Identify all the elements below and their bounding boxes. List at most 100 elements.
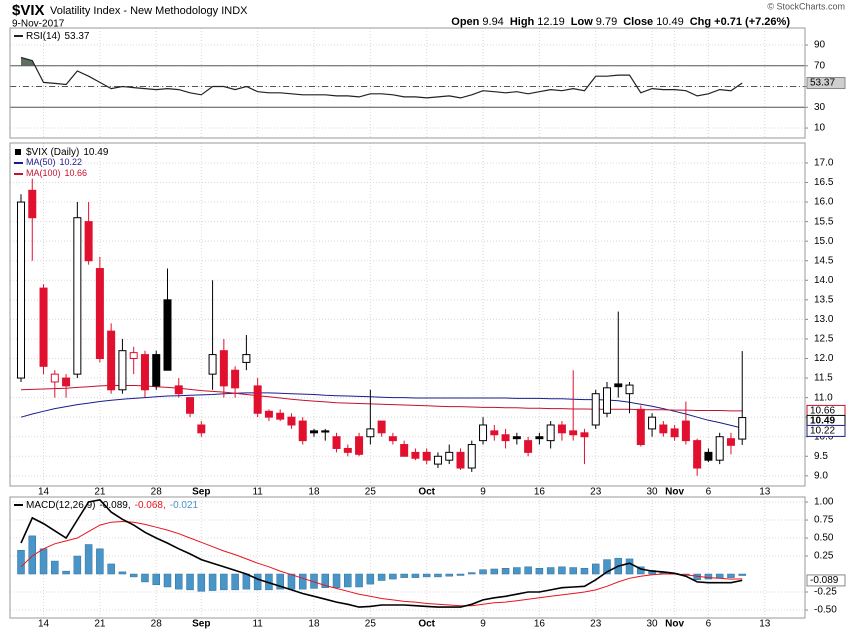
- legend-part: -0.068,: [135, 500, 166, 511]
- candle-body: [264, 410, 273, 418]
- histogram-bar: [490, 568, 499, 575]
- candle-body: [614, 383, 623, 388]
- histogram-bar: [738, 573, 746, 576]
- panel: [10, 143, 805, 486]
- y-tick-label: 0.25: [814, 551, 834, 562]
- value-tag: [806, 424, 846, 437]
- candle-body: [501, 434, 510, 442]
- histogram-bar: [400, 573, 408, 578]
- x-tick-label: 11: [252, 487, 263, 498]
- candle-body: [140, 354, 149, 391]
- x-tick-label: 28: [151, 487, 163, 498]
- histogram-bar: [84, 544, 93, 575]
- y-tick-label: 15.0: [814, 236, 834, 247]
- histogram-bar: [242, 573, 251, 590]
- x-tick-label: 18: [308, 487, 320, 498]
- candle-body: [400, 444, 409, 457]
- legend: $VIX (Daily) 10.49: [26, 147, 109, 158]
- symbol: $VIX: [12, 2, 45, 19]
- value-tag: [806, 77, 846, 90]
- candle-body: [422, 451, 431, 461]
- candle-body: [231, 369, 240, 389]
- x-tick-label: Oct: [418, 619, 435, 630]
- candle-body: [704, 451, 713, 461]
- moving-average: [20, 392, 743, 429]
- legend-name: $VIX (Daily): [26, 147, 79, 158]
- candle-body: [152, 354, 161, 387]
- candle-body: [309, 430, 318, 434]
- histogram-bar: [591, 563, 600, 575]
- macd-line: [20, 499, 743, 608]
- x-tick-label: 18: [308, 619, 320, 630]
- quote: Open 9.94 High 12.19 Low 9.79 Close 10.49 Chg +0…: [451, 16, 790, 28]
- histogram-bar: [96, 548, 104, 575]
- candle-body: [343, 447, 352, 453]
- panel: [10, 28, 805, 138]
- quote-value: 12.19: [537, 16, 565, 28]
- histogram-bar: [152, 573, 160, 586]
- y-tick-label: 16.5: [814, 177, 834, 188]
- histogram-bar: [377, 573, 386, 581]
- histogram-bar: [625, 558, 634, 575]
- x-tick-label: 23: [590, 487, 602, 498]
- x-tick-label: 25: [365, 487, 377, 498]
- x-tick-label: 13: [759, 619, 771, 630]
- histogram-bar: [513, 567, 521, 575]
- candle-body: [197, 424, 206, 434]
- x-tick-label: Nov: [665, 619, 684, 630]
- candle-body: [648, 416, 657, 430]
- histogram-bar: [17, 550, 25, 575]
- legend-part: -0.089,: [99, 500, 130, 511]
- histogram-bar: [456, 573, 465, 576]
- histogram-bar: [298, 573, 307, 590]
- y-tick-label: 14.5: [814, 255, 834, 266]
- panel-border: [9, 142, 806, 487]
- legend-value: 10.22: [60, 157, 83, 167]
- x-tick-label: Nov: [665, 487, 684, 498]
- histogram-bar: [332, 573, 341, 588]
- y-tick-label: 13.5: [814, 294, 834, 305]
- candle-body: [411, 451, 420, 459]
- quote-change: Chg +0.71 (+7.26%): [690, 16, 791, 28]
- candle-body: [433, 455, 442, 465]
- candle-body: [693, 440, 702, 469]
- candle-body: [62, 377, 71, 387]
- histogram-bar: [175, 573, 183, 590]
- y-tick-label: 11.5: [814, 373, 833, 384]
- candle-body: [287, 416, 296, 426]
- histogram-bar: [355, 573, 363, 588]
- x-tick-label: Oct: [418, 487, 435, 498]
- value-tag: [806, 574, 846, 587]
- x-tick-label: 21: [94, 487, 106, 498]
- y-tick-label: -0.25: [814, 587, 837, 598]
- x-tick-label: 30: [647, 487, 659, 498]
- histogram-bar: [603, 559, 611, 575]
- y-tick-label: 12.5: [814, 334, 834, 345]
- candle-body: [84, 221, 93, 262]
- histogram-bar: [73, 555, 82, 575]
- candle-body: [219, 350, 228, 387]
- candle-body: [715, 436, 724, 461]
- y-tick-label: 14.0: [814, 275, 834, 286]
- candle-body: [377, 420, 386, 434]
- candle-body: [73, 217, 82, 375]
- chart-date: 9-Nov-2017: [12, 19, 65, 30]
- moving-average: [20, 385, 743, 412]
- histogram-bar: [51, 560, 59, 575]
- candle-body: [726, 438, 735, 446]
- quote-label: High: [510, 16, 535, 28]
- y-tick-label: 10: [814, 123, 826, 134]
- histogram-bar: [389, 573, 397, 580]
- quote-value: 9.79: [596, 16, 617, 28]
- candle-body: [208, 354, 217, 375]
- histogram-bar: [546, 567, 555, 575]
- value-tag-label: -0.089: [810, 575, 839, 586]
- histogram-bar: [727, 573, 735, 578]
- histogram-bar: [366, 573, 375, 585]
- y-tick-label: 70: [814, 60, 826, 71]
- candle-body: [569, 430, 578, 436]
- histogram-bar: [129, 573, 138, 578]
- x-tick-label: 16: [534, 487, 546, 498]
- histogram-bar: [287, 573, 296, 590]
- legend-part: MACD(12,26,9): [26, 500, 95, 511]
